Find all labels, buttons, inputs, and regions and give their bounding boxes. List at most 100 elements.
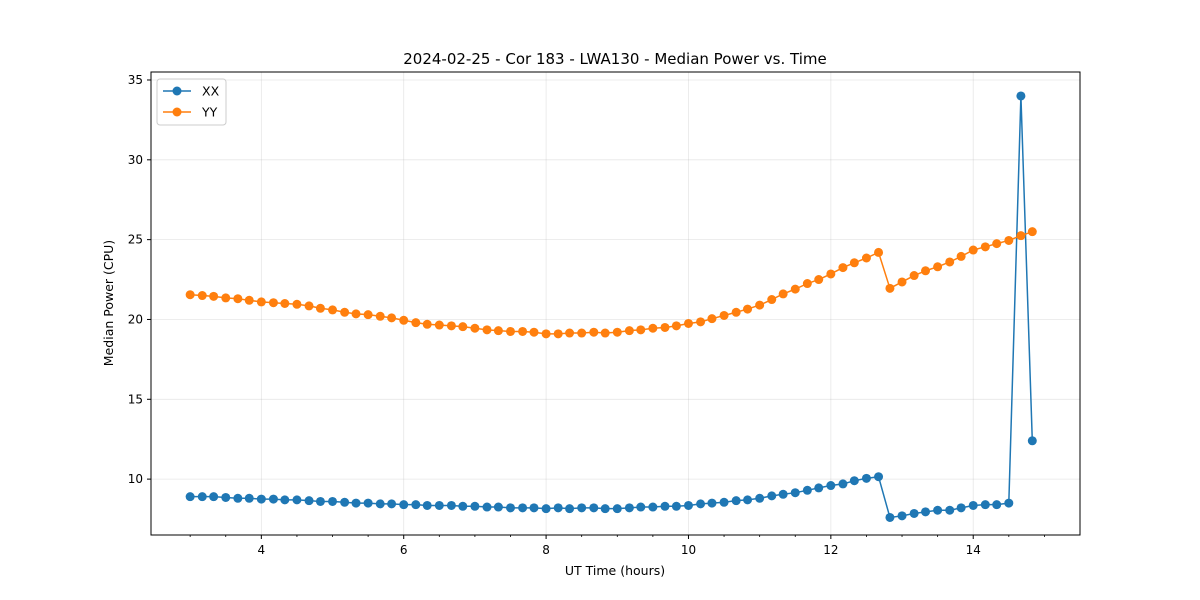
data-point-yy — [671, 321, 681, 331]
data-point-xx — [209, 492, 219, 502]
x-tick-label: 8 — [542, 543, 550, 557]
data-point-xx — [909, 508, 919, 518]
data-point-yy — [185, 290, 195, 300]
data-point-yy — [778, 289, 788, 299]
data-point-yy — [541, 329, 551, 339]
data-point-xx — [422, 500, 432, 510]
data-point-yy — [648, 323, 658, 333]
data-point-yy — [268, 298, 278, 308]
data-point-yy — [707, 314, 717, 324]
data-point-xx — [874, 472, 884, 482]
plot-frame — [150, 71, 1081, 536]
data-point-yy — [921, 266, 931, 276]
data-point-yy — [244, 295, 254, 305]
x-tick-label: 4 — [258, 543, 266, 557]
data-point-xx — [945, 505, 955, 515]
data-point-xx — [921, 507, 931, 517]
data-point-xx — [589, 503, 599, 513]
data-point-xx — [185, 492, 195, 502]
legend: XX YY — [156, 78, 227, 126]
data-point-xx — [375, 499, 385, 509]
y-tick-label: 35 — [128, 73, 143, 87]
data-point-xx — [351, 498, 361, 508]
data-point-yy — [790, 284, 800, 294]
data-point-yy — [802, 279, 812, 289]
data-point-yy — [660, 322, 670, 332]
data-point-yy — [743, 304, 753, 314]
data-point-yy — [387, 313, 397, 323]
data-point-xx — [826, 481, 836, 491]
data-point-xx — [968, 500, 978, 510]
data-point-xx — [1016, 91, 1026, 101]
data-point-xx — [482, 502, 492, 512]
data-point-xx — [553, 503, 563, 513]
data-point-xx — [280, 495, 290, 505]
data-point-xx — [897, 511, 907, 521]
data-point-xx — [328, 496, 338, 506]
tick-layer: 4 6 8 10 12 14 10 15 20 25 30 35 — [128, 73, 1045, 557]
x-axis-label: UT Time (hours) — [565, 563, 665, 578]
data-point-xx — [304, 496, 314, 506]
data-point-xx — [696, 499, 706, 509]
series-layer — [185, 91, 1037, 522]
data-point-yy — [399, 315, 409, 325]
x-tick-label: 6 — [400, 543, 408, 557]
data-point-yy — [731, 307, 741, 317]
data-point-xx — [743, 495, 753, 505]
y-axis-label: Median Power (CPU) — [101, 240, 116, 366]
data-point-yy — [992, 239, 1002, 249]
chart-title: 2024-02-25 - Cor 183 - LWA130 - Median P… — [403, 50, 827, 68]
y-tick-label: 20 — [128, 312, 143, 326]
data-point-xx — [600, 504, 610, 514]
data-point-xx — [980, 500, 990, 510]
data-point-yy — [1016, 231, 1026, 241]
data-point-xx — [411, 500, 421, 510]
data-point-yy — [351, 309, 361, 319]
x-tick-label: 10 — [681, 543, 696, 557]
data-point-yy — [493, 326, 503, 336]
data-point-xx — [470, 501, 480, 511]
data-point-xx — [1004, 498, 1014, 508]
data-point-yy — [197, 291, 207, 301]
data-point-xx — [577, 503, 587, 513]
data-point-yy — [315, 303, 325, 313]
data-point-xx — [612, 504, 622, 514]
data-point-xx — [518, 503, 528, 513]
data-point-xx — [861, 473, 871, 483]
data-point-yy — [826, 269, 836, 279]
data-point-xx — [292, 495, 302, 505]
data-point-xx — [363, 498, 373, 508]
data-point-yy — [814, 275, 824, 285]
data-point-yy — [719, 310, 729, 320]
data-point-yy — [304, 301, 314, 311]
data-point-yy — [328, 305, 338, 315]
data-point-xx — [256, 494, 266, 504]
data-point-yy — [280, 299, 290, 308]
data-point-xx — [565, 504, 575, 514]
data-point-xx — [458, 501, 468, 511]
data-point-yy — [600, 328, 610, 338]
data-point-xx — [802, 485, 812, 495]
data-point-yy — [340, 307, 350, 317]
data-point-xx — [719, 497, 729, 507]
data-point-yy — [233, 294, 243, 304]
data-point-yy — [612, 327, 622, 337]
data-point-xx — [790, 488, 800, 498]
data-point-xx — [956, 503, 966, 513]
data-point-xx — [506, 503, 515, 513]
data-point-yy — [968, 245, 978, 255]
data-point-xx — [233, 493, 243, 503]
data-point-yy — [411, 318, 421, 328]
data-point-xx — [541, 504, 551, 514]
data-point-yy — [422, 319, 432, 329]
data-point-xx — [399, 500, 409, 510]
data-point-yy — [292, 299, 302, 309]
data-point-yy — [956, 251, 966, 261]
data-point-xx — [648, 502, 658, 512]
data-point-xx — [387, 499, 397, 509]
data-point-yy — [755, 300, 765, 310]
data-point-yy — [458, 322, 468, 332]
data-point-xx — [244, 493, 254, 503]
data-point-yy — [375, 311, 385, 321]
